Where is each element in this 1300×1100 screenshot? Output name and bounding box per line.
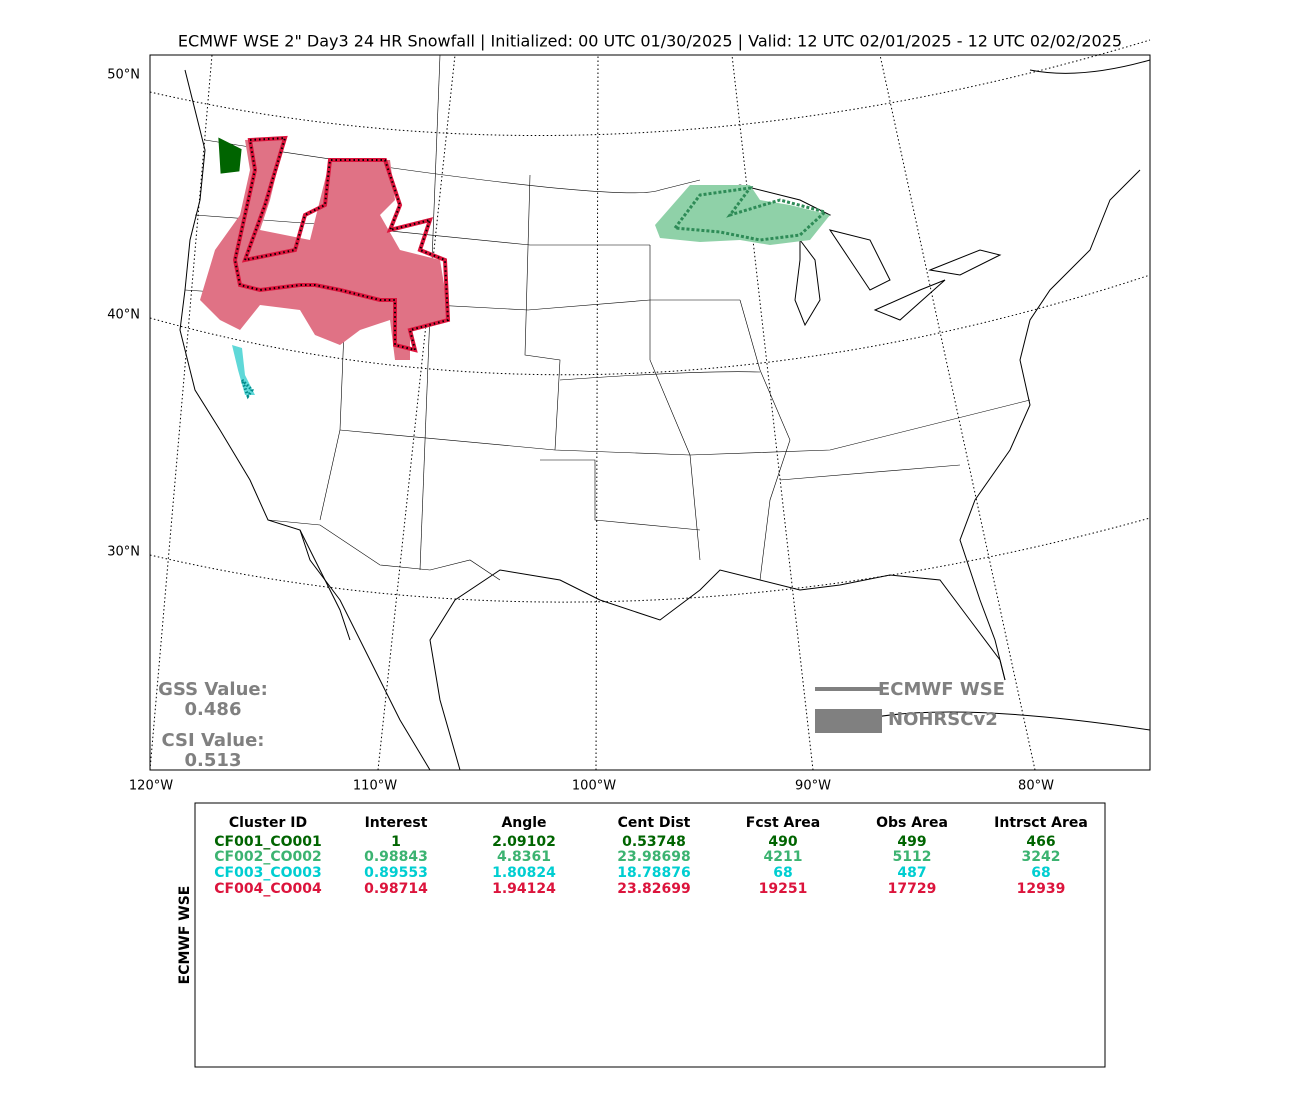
coastline xyxy=(859,711,1151,731)
lake xyxy=(794,238,821,327)
table-cell: CF004_CO004 xyxy=(214,881,322,897)
map-bg xyxy=(150,55,1150,770)
column-header: Obs Area xyxy=(876,815,948,831)
lat-label: 50°N xyxy=(107,68,140,83)
csi-label: CSI Value: xyxy=(162,730,265,751)
column-header: Cent Dist xyxy=(618,815,691,831)
title: ECMWF WSE 2" Day3 24 HR Snowfall | Initi… xyxy=(178,32,1122,51)
coastline xyxy=(429,569,1006,771)
column-header: Angle xyxy=(501,815,546,831)
table-cell: 0.89553 xyxy=(364,865,428,881)
coastline xyxy=(299,529,351,641)
lake xyxy=(873,279,946,321)
table-cell: 0.53748 xyxy=(622,834,686,850)
table-cell: 499 xyxy=(897,834,926,850)
parallel xyxy=(149,517,1151,603)
legend-label: ECMWF WSE xyxy=(878,679,1005,700)
state-line xyxy=(649,245,701,561)
state-line xyxy=(319,304,346,521)
table-cell: 0.98714 xyxy=(364,881,428,897)
obs-object xyxy=(232,345,255,395)
table-cell: CF001_CO001 xyxy=(214,834,321,850)
table-cell: 68 xyxy=(1031,865,1050,881)
lon-label: 100°W xyxy=(572,779,616,794)
table-cell: 1.94124 xyxy=(492,881,556,897)
lon-label: 110°W xyxy=(353,779,397,794)
table: ECMWF WSE Cluster ID Interest Angle Cent Di… xyxy=(177,802,1106,1068)
gss-label: GSS Value: xyxy=(158,679,268,700)
table-cell: 1.80824 xyxy=(492,865,556,881)
table-cell: 0.98843 xyxy=(364,849,428,865)
fcst-object xyxy=(240,378,254,400)
table-frame xyxy=(194,802,1106,1068)
csi-value: 0.513 xyxy=(185,750,242,771)
table-cell: 5112 xyxy=(893,849,932,865)
map: 50°N 40°N 30°N 120°W 110°W 100°W 90°W 80… xyxy=(107,39,1151,794)
state-line xyxy=(779,464,961,481)
lake xyxy=(928,249,1002,276)
table-cell: 23.98698 xyxy=(617,849,691,865)
gss-value: 0.486 xyxy=(185,699,242,720)
lat-label: 40°N xyxy=(107,308,140,323)
state-line xyxy=(524,174,561,451)
state-line xyxy=(559,371,761,381)
lake xyxy=(828,229,891,291)
obs-object xyxy=(200,138,450,360)
lon-label: 80°W xyxy=(1018,779,1054,794)
lon-label: 120°W xyxy=(129,779,173,794)
table-cell: 3242 xyxy=(1022,849,1061,865)
table-cell: 466 xyxy=(1026,834,1055,850)
table-side-label: ECMWF WSE xyxy=(177,886,193,985)
coastline xyxy=(179,69,431,771)
table-cell: 490 xyxy=(768,834,797,850)
lon-label: 90°W xyxy=(795,779,831,794)
column-header: Interest xyxy=(365,815,428,831)
table-cell: 68 xyxy=(773,865,792,881)
table-cell: CF003_CO003 xyxy=(214,865,321,881)
table-cell: 17729 xyxy=(888,881,937,897)
border xyxy=(267,519,501,581)
lat-label: 30°N xyxy=(107,545,140,560)
table-cell: 23.82699 xyxy=(617,881,691,897)
table-cell: 2.09102 xyxy=(492,834,556,850)
coastline xyxy=(959,169,1141,681)
table-cell: 4.8361 xyxy=(497,849,551,865)
fcst-object-dots xyxy=(233,136,450,352)
object xyxy=(218,137,242,174)
table-cell: 12939 xyxy=(1017,881,1066,897)
table-cell: 4211 xyxy=(764,849,803,865)
table-cell: 19251 xyxy=(759,881,808,897)
table-cell: 18.78876 xyxy=(617,865,691,881)
table-cell: 487 xyxy=(897,865,926,881)
state-line xyxy=(739,299,791,581)
state-line xyxy=(540,459,701,531)
parallel xyxy=(149,39,1151,137)
legend-swatch xyxy=(815,709,882,733)
table-cell: 1 xyxy=(391,834,401,850)
coastline xyxy=(1029,59,1151,74)
fcst-object xyxy=(672,186,829,242)
lat-labels: 50°N 40°N 30°N xyxy=(107,68,140,560)
legend-label: NOHRSCv2 xyxy=(888,709,998,730)
border xyxy=(204,139,701,194)
column-header: Intrsct Area xyxy=(994,815,1088,831)
column-header: Fcst Area xyxy=(746,815,820,831)
column-header: Cluster ID xyxy=(229,815,307,831)
map-frame xyxy=(149,54,1151,771)
table-cell: CF002_CO002 xyxy=(214,849,321,865)
